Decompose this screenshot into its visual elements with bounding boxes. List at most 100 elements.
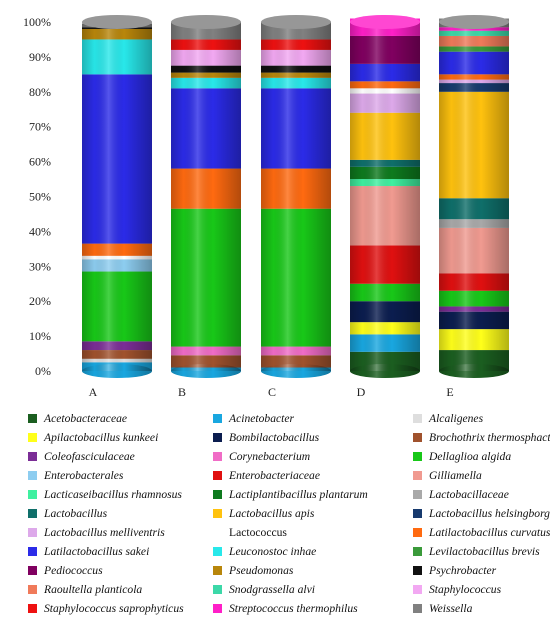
legend-label: Raoultella planticola (44, 582, 143, 596)
y-tick-label: 70% (29, 120, 51, 134)
legend-item: Weissella (413, 600, 548, 617)
legend-swatch (213, 584, 222, 594)
bars (82, 15, 509, 378)
legend-label: Lactococcus (229, 525, 287, 539)
legend-swatch (413, 451, 422, 461)
legend-swatch (28, 451, 37, 461)
legend-label: Snodgrassella alvi (229, 582, 315, 596)
legend-item: Staphylococcus saprophyticus (28, 600, 213, 617)
legend-swatch (413, 413, 422, 423)
legend-swatch (28, 432, 37, 442)
y-tick-label: 40% (29, 224, 51, 238)
bar-shading (171, 22, 241, 371)
legend-swatch (413, 489, 422, 499)
bar-top (261, 15, 331, 29)
legend-item: Enterobacteriaceae (213, 467, 413, 484)
legend-swatch (28, 565, 37, 575)
bar-top-highlight (82, 15, 152, 29)
x-tick-label: B (178, 385, 186, 399)
legend-label: Lactobacillus (44, 506, 108, 520)
legend-label: Latilactobacillus sakei (44, 544, 150, 558)
legend-item: Enterobacterales (28, 467, 213, 484)
bar-D (350, 15, 420, 378)
x-tick-label: E (446, 385, 453, 399)
legend-swatch (413, 584, 422, 594)
x-tick-label: D (357, 385, 366, 399)
legend-item: Latilactobacillus curvatus (413, 524, 550, 541)
legend-swatch (413, 546, 422, 556)
bar-top (439, 15, 509, 29)
y-tick-label: 20% (29, 294, 51, 308)
bar-top (171, 15, 241, 29)
legend-item: Lactococcus (213, 524, 413, 541)
bar-base-shade (171, 364, 241, 378)
legend-label: Pediococcus (44, 563, 103, 577)
legend-item: Leuconostoc inhae (213, 543, 413, 560)
legend-label: Enterobacteriaceae (229, 468, 320, 482)
legend-item: Psychrobacter (413, 562, 548, 579)
legend-label: Pseudomonas (229, 563, 294, 577)
bar-shading (439, 22, 509, 371)
y-tick-label: 100% (23, 15, 51, 29)
y-tick-label: 90% (29, 50, 51, 64)
legend-item: Acinetobacter (213, 410, 413, 427)
legend-swatch (28, 584, 37, 594)
legend-label: Acinetobacter (229, 411, 295, 425)
legend-swatch (413, 470, 422, 480)
legend-label: Lactiplantibacillus plantarum (229, 487, 368, 501)
bar-top-highlight (439, 15, 509, 29)
x-tick-label: C (268, 385, 276, 399)
legend-label: Lactobacillus melliventris (44, 525, 165, 539)
legend-item: Lactobacillus melliventris (28, 524, 213, 541)
legend-swatch (213, 470, 222, 480)
legend-item: Lactobacillus apis (213, 505, 413, 522)
legend-item: Pseudomonas (213, 562, 413, 579)
legend-label: Apilactobacillus kunkeei (44, 430, 159, 444)
legend-item: Lacticaseibacillus rhamnosus (28, 486, 213, 503)
bar-top-highlight (171, 15, 241, 29)
x-tick-label: A (89, 385, 98, 399)
bar-shading (82, 22, 152, 371)
bar-C (261, 15, 331, 378)
legend-label: Dellaglioa algida (429, 449, 512, 463)
y-tick-label: 0% (35, 364, 51, 378)
legend-label: Staphylococcus (429, 582, 502, 596)
legend-label: Lactobacillaceae (429, 487, 509, 501)
legend-swatch (213, 527, 222, 537)
legend-item: Alcaligenes (413, 410, 548, 427)
legend-item: Levilactobacillus brevis (413, 543, 548, 560)
legend-swatch (28, 546, 37, 556)
legend-label: Weissella (429, 601, 473, 615)
legend-label: Brochothrix thermosphacta (429, 430, 550, 444)
bar-B (171, 15, 241, 378)
legend-label: Acetobacteraceae (44, 411, 128, 425)
legend-swatch (28, 413, 37, 423)
legend-item: Acetobacteraceae (28, 410, 213, 427)
legend-swatch (213, 565, 222, 575)
legend-swatch (413, 508, 422, 518)
legend-label: Levilactobacillus brevis (429, 544, 540, 558)
legend-swatch (413, 603, 422, 613)
legend-label: Latilactobacillus curvatus (429, 525, 550, 539)
legend-item: Lactobacillaceae (413, 486, 548, 503)
bar-shading (261, 22, 331, 371)
legend-swatch (28, 603, 37, 613)
legend-item: Latilactobacillus sakei (28, 543, 213, 560)
y-tick-label: 10% (29, 329, 51, 343)
legend-label: Lacticaseibacillus rhamnosus (44, 487, 182, 501)
legend-label: Lactobacillus helsingborgensis (429, 506, 550, 520)
legend-item: Lactobacillus helsingborgensis (413, 505, 550, 522)
legend-item: Coleofasciculaceae (28, 448, 213, 465)
legend-item: Dellaglioa algida (413, 448, 548, 465)
legend-swatch (213, 432, 222, 442)
legend-item: Snodgrassella alvi (213, 581, 413, 598)
legend-label: Bombilactobacillus (229, 430, 320, 444)
legend-item: Pediococcus (28, 562, 213, 579)
legend-item: Lactobacillus (28, 505, 213, 522)
y-tick-label: 60% (29, 155, 51, 169)
legend: Acetobacteraceae Acinetobacter Alcaligenes… (28, 410, 550, 617)
y-tick-label: 50% (29, 190, 51, 204)
legend-label: Enterobacterales (44, 468, 124, 482)
y-axis: 0% 10% 20% 30% 40% 50% 60% 70% 80% 90% 100% (23, 15, 51, 378)
legend-swatch (28, 470, 37, 480)
